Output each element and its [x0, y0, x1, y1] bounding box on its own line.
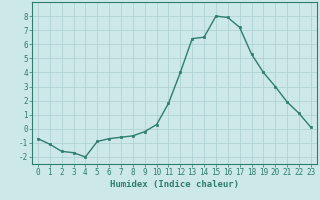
X-axis label: Humidex (Indice chaleur): Humidex (Indice chaleur) [110, 180, 239, 189]
